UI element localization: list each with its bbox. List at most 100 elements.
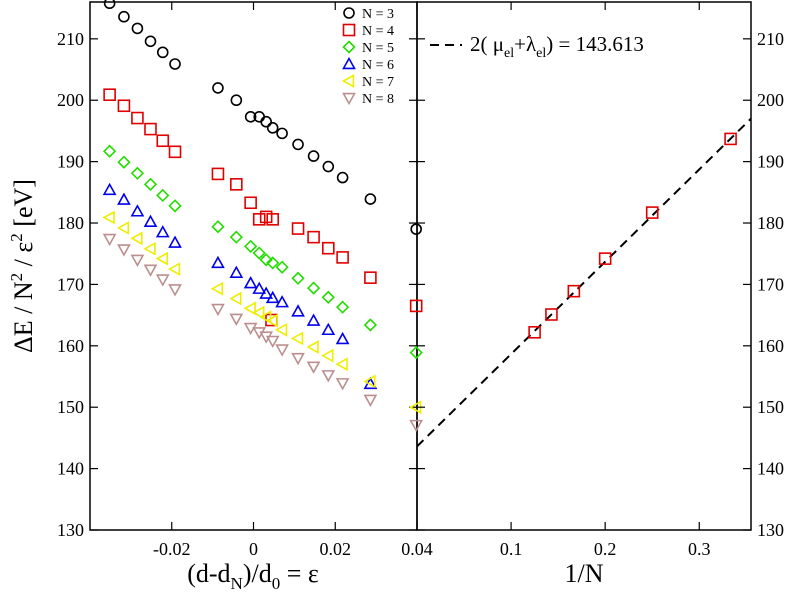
series-6-marker xyxy=(291,352,305,366)
series-2-marker xyxy=(156,134,170,148)
y-tick-label: 140 xyxy=(57,459,84,479)
series-5-marker xyxy=(102,210,115,225)
series-6-marker xyxy=(211,303,225,317)
series-5-marker xyxy=(335,357,348,372)
fit-data-marker xyxy=(567,284,581,298)
series-6-marker xyxy=(143,264,158,277)
series-6-marker xyxy=(229,313,244,326)
series-2-marker xyxy=(307,230,320,244)
series-6-marker xyxy=(265,335,280,349)
fit-data-marker xyxy=(724,132,737,146)
series-1-marker xyxy=(410,223,422,235)
series-1-marker xyxy=(292,138,304,151)
series-3-marker xyxy=(291,271,305,285)
series-6-marker xyxy=(155,274,170,287)
y-title-part-3: [eV] xyxy=(9,179,38,233)
y-title-part-1: ΔE / N xyxy=(9,281,38,353)
series-1-marker xyxy=(336,171,349,184)
y-tick-label: 150 xyxy=(757,397,784,417)
series-4-marker xyxy=(252,281,267,294)
right-panel-markers xyxy=(528,132,737,339)
fit-legend-part-1: 2( μ xyxy=(470,32,504,56)
left-panel-markers xyxy=(102,0,424,433)
series-2-marker xyxy=(364,271,377,284)
series-3-marker xyxy=(130,166,145,180)
series-3-marker xyxy=(229,230,243,244)
series-4-marker xyxy=(102,182,117,196)
series-5-marker xyxy=(116,221,130,235)
series-5-marker xyxy=(243,301,256,316)
series-1-marker xyxy=(244,111,257,123)
series-5-marker xyxy=(155,251,168,266)
series-5-marker xyxy=(290,331,304,346)
series-2-marker xyxy=(336,251,349,264)
series-1-marker xyxy=(212,82,224,94)
y-tick-label: 180 xyxy=(57,213,84,233)
series-6-marker xyxy=(117,244,131,257)
series-5-marker xyxy=(259,310,272,324)
series-3-marker xyxy=(102,144,117,158)
series-5-marker xyxy=(210,281,224,296)
series-2-marker xyxy=(322,241,335,255)
fit-legend: 2( μel+λel) = 143.613 xyxy=(430,32,644,61)
y-tick-label: 170 xyxy=(757,274,784,294)
y-tick-label: 210 xyxy=(57,29,84,49)
series-1-marker xyxy=(169,58,181,70)
series-1-marker xyxy=(307,150,320,162)
fit-data-marker xyxy=(545,308,558,321)
fit-data-marker xyxy=(528,326,541,339)
series-1-marker xyxy=(103,0,116,10)
y-tick-label: 200 xyxy=(57,90,84,110)
series-4-marker xyxy=(335,331,350,345)
left-x-title-sub-2: 0 xyxy=(272,574,281,593)
series-6-marker xyxy=(335,378,350,391)
legend-label: N = 8 xyxy=(362,92,394,107)
series-4-marker xyxy=(275,295,289,308)
series-2-marker xyxy=(103,88,116,102)
y-axis-title: ΔE / N2 / ε2 [eV] xyxy=(7,179,38,353)
legend-marker xyxy=(342,92,356,106)
fit-legend-part-3: ) = 143.613 xyxy=(546,32,644,56)
series-6-marker xyxy=(306,361,321,374)
y-tick-label: 130 xyxy=(757,520,784,540)
series-4-marker xyxy=(143,214,158,227)
legend-label: N = 4 xyxy=(362,24,394,39)
series-1-marker xyxy=(144,35,157,48)
x-tick-label: 0.04 xyxy=(401,539,433,559)
x-tick-label: 0.1 xyxy=(500,539,523,559)
series-3-marker xyxy=(156,188,170,203)
series-3-marker xyxy=(275,260,289,274)
series-5-marker xyxy=(130,231,143,246)
x-tick-label: 0 xyxy=(249,539,258,559)
series-4-marker xyxy=(265,290,280,304)
series-4-marker xyxy=(306,313,321,326)
series-5-marker xyxy=(306,340,319,354)
series-3-marker xyxy=(168,199,182,213)
series-4-marker xyxy=(117,192,131,205)
series-6-marker xyxy=(102,233,117,247)
series-2-marker xyxy=(252,213,266,226)
fit-legend-sub-2: el xyxy=(536,46,546,61)
series-6-marker xyxy=(363,394,378,407)
y-tick-label: 190 xyxy=(757,152,784,172)
legend-marker xyxy=(342,56,356,70)
series-3-marker xyxy=(244,239,258,253)
series-2-marker xyxy=(291,222,305,235)
y-title-sup-2: 2 xyxy=(7,233,26,242)
series-1-marker xyxy=(364,193,377,205)
series-1-marker xyxy=(118,10,130,23)
series-3-marker xyxy=(117,155,131,169)
series-6-marker xyxy=(168,284,182,297)
y-tick-label: 130 xyxy=(57,520,84,540)
series-4-marker xyxy=(243,276,258,289)
series-4-marker xyxy=(155,225,170,238)
right-panel-frame xyxy=(416,1,752,531)
legend-label: N = 7 xyxy=(362,75,394,90)
series-2-marker xyxy=(230,178,243,191)
y-tick-label: 150 xyxy=(57,397,84,417)
series-4-marker xyxy=(229,265,244,278)
series-2-marker xyxy=(244,196,257,210)
series-4-marker xyxy=(211,255,225,269)
series-5-marker xyxy=(274,322,288,337)
